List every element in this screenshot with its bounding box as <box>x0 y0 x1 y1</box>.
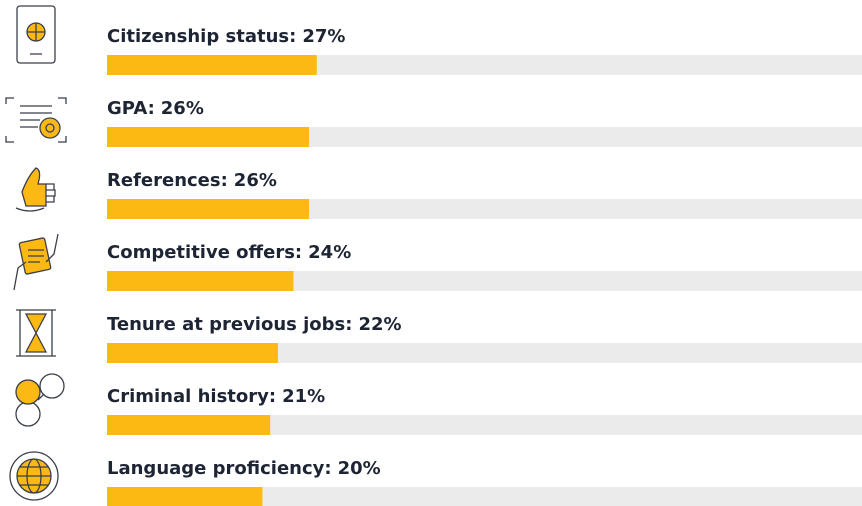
bar <box>107 343 278 363</box>
bar-label: GPA: 26% <box>107 98 204 119</box>
value-label: 27% <box>302 26 345 47</box>
certificate-icon <box>5 97 67 143</box>
category-label: Citizenship status: <box>107 26 296 47</box>
category-label: Competitive offers: <box>107 242 302 263</box>
bar-label: Tenure at previous jobs: 22% <box>107 314 402 335</box>
passport-icon <box>16 5 56 64</box>
category-label: References: <box>107 170 228 191</box>
bar <box>107 55 317 75</box>
value-label: 21% <box>282 386 325 407</box>
bar-track <box>107 343 862 363</box>
bar <box>107 487 263 506</box>
value-label: 26% <box>161 98 204 119</box>
bar <box>107 415 271 435</box>
category-label: Language proficiency: <box>107 458 332 479</box>
bar-label: Citizenship status: 27% <box>107 26 345 47</box>
thumbs-up-icon <box>15 167 56 212</box>
bar-track <box>107 487 862 506</box>
icons <box>5 5 67 501</box>
bar <box>107 127 310 147</box>
bar-label: References: 26% <box>107 170 277 191</box>
bar-track <box>107 415 862 435</box>
hourglass-icon <box>16 309 56 357</box>
value-label: 22% <box>358 314 401 335</box>
value-label: 26% <box>234 170 277 191</box>
document-hands-icon <box>13 233 59 291</box>
category-label: Tenure at previous jobs: <box>107 314 352 335</box>
bar <box>107 271 294 291</box>
handcuffs-icon <box>15 373 65 427</box>
bar <box>107 199 310 219</box>
category-label: Criminal history: <box>107 386 276 407</box>
category-label: GPA: <box>107 98 155 119</box>
value-label: 24% <box>308 242 351 263</box>
globe-icon <box>9 451 59 501</box>
bar-track <box>107 271 862 291</box>
value-label: 20% <box>338 458 381 479</box>
bar-label: Competitive offers: 24% <box>107 242 351 263</box>
bar-label: Language proficiency: 20% <box>107 458 381 479</box>
bar-label: Criminal history: 21% <box>107 386 325 407</box>
